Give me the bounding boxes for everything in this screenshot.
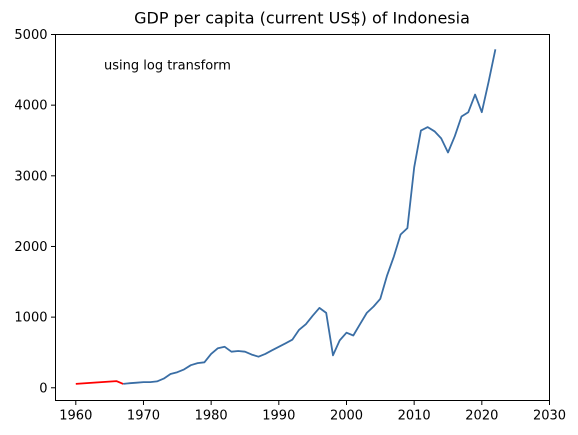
y-tick-label: 0: [39, 381, 47, 396]
log-transform-annotation: using log transform: [104, 59, 231, 74]
x-tick-label: 2020: [465, 409, 498, 424]
y-tick-label: 4000: [14, 99, 47, 114]
x-tick-label: 1960: [59, 409, 92, 424]
y-tick-label: 5000: [14, 28, 47, 43]
x-tick-label: 1980: [195, 409, 228, 424]
y-tick-label: 1000: [14, 311, 47, 326]
series-line-1: [123, 49, 497, 385]
series-line-0: [75, 380, 124, 385]
x-tick-label: 2000: [330, 409, 363, 424]
chart-title: GDP per capita (current US$) of Indonesi…: [134, 9, 470, 28]
x-tick-label: 2030: [533, 409, 566, 424]
x-tick-label: 1990: [262, 409, 295, 424]
y-tick-label: 3000: [14, 169, 47, 184]
x-tick-label: 2010: [398, 409, 431, 424]
y-axis-ticks: 0 1000 2000 3000 4000 5000: [14, 28, 56, 396]
plot-lines: [75, 49, 497, 385]
x-axis-ticks: 1960 1970 1980 1990 2000 2010 2020 2030: [59, 400, 566, 424]
plot-area-frame: [55, 34, 550, 401]
y-tick-label: 2000: [14, 240, 47, 255]
x-tick-label: 1970: [127, 409, 160, 424]
